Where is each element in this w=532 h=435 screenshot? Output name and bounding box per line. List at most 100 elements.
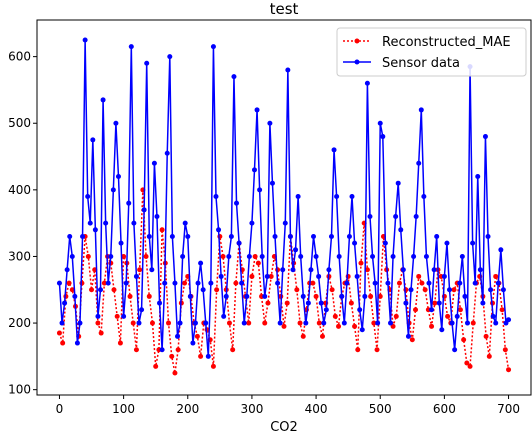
data-point	[431, 267, 437, 273]
data-point	[268, 273, 274, 279]
x-tick-label: 0	[56, 402, 64, 416]
data-point	[432, 300, 438, 306]
data-point	[457, 280, 463, 286]
data-point	[195, 280, 201, 286]
data-point	[136, 320, 142, 326]
data-point	[127, 293, 133, 299]
data-point	[149, 267, 155, 273]
data-point	[282, 220, 288, 226]
data-point	[358, 260, 364, 266]
data-point	[210, 44, 216, 50]
data-point	[226, 320, 232, 326]
data-point	[436, 300, 442, 306]
data-point	[480, 300, 486, 306]
data-point	[462, 293, 468, 299]
data-point	[316, 273, 322, 279]
data-point	[372, 280, 378, 286]
data-point	[123, 280, 129, 286]
data-point	[370, 253, 376, 259]
y-tick-label: 400	[8, 183, 31, 197]
data-point	[447, 287, 453, 293]
data-point	[198, 353, 204, 359]
data-point	[371, 320, 377, 326]
data-point	[457, 307, 463, 313]
data-point	[477, 267, 483, 273]
data-point	[498, 247, 504, 253]
data-point	[280, 267, 286, 273]
data-point	[69, 253, 75, 259]
data-point	[303, 320, 309, 326]
data-point	[483, 333, 489, 339]
data-point	[149, 320, 155, 326]
data-point	[285, 67, 291, 73]
data-point	[228, 233, 234, 239]
data-point	[287, 233, 293, 239]
data-point	[470, 240, 476, 246]
data-point	[133, 273, 139, 279]
data-point	[267, 120, 273, 126]
data-point	[461, 337, 467, 343]
data-point	[377, 120, 383, 126]
data-point	[411, 253, 417, 259]
data-point	[334, 194, 340, 200]
data-point	[98, 330, 104, 336]
data-point	[272, 233, 278, 239]
data-point	[416, 273, 422, 279]
x-tick-label: 700	[497, 402, 520, 416]
data-point	[486, 353, 492, 359]
data-point	[153, 363, 159, 369]
data-point	[413, 307, 419, 313]
data-point	[426, 280, 432, 286]
data-point	[151, 160, 157, 166]
data-point	[105, 280, 111, 286]
series-line	[58, 39, 510, 357]
data-point	[167, 54, 173, 60]
data-point	[313, 293, 319, 299]
data-point	[357, 307, 363, 313]
data-point	[290, 267, 296, 273]
data-point	[213, 194, 219, 200]
data-point	[485, 233, 491, 239]
data-point	[305, 300, 311, 306]
data-point	[382, 240, 388, 246]
data-point	[162, 280, 168, 286]
y-tick-label: 100	[8, 383, 31, 397]
data-point	[133, 347, 139, 353]
data-point	[265, 300, 271, 306]
data-point	[295, 194, 301, 200]
data-point	[359, 327, 365, 333]
data-point	[262, 293, 268, 299]
data-point	[56, 330, 62, 336]
data-point	[495, 280, 501, 286]
data-point	[269, 180, 275, 186]
data-point	[419, 280, 425, 286]
y-tick-label: 600	[8, 50, 31, 64]
data-point	[187, 293, 193, 299]
data-point	[488, 287, 494, 293]
data-point	[464, 360, 470, 366]
data-point	[126, 200, 132, 206]
data-point	[226, 253, 232, 259]
data-point	[205, 353, 211, 359]
data-point	[434, 233, 440, 239]
data-point	[249, 220, 255, 226]
data-point	[293, 247, 299, 253]
data-point	[336, 253, 342, 259]
data-point	[169, 353, 175, 359]
data-point	[385, 280, 391, 286]
data-point	[82, 37, 88, 43]
legend-marker-reconstructed	[354, 38, 360, 44]
data-point	[141, 207, 147, 213]
data-point	[439, 327, 445, 333]
data-point	[418, 107, 424, 113]
x-tick-label: 300	[240, 402, 263, 416]
data-point	[139, 307, 145, 313]
data-point	[323, 307, 329, 313]
data-point	[493, 320, 499, 326]
data-point	[200, 287, 206, 293]
data-point	[246, 320, 252, 326]
data-point	[362, 293, 368, 299]
data-point	[403, 300, 409, 306]
data-point	[354, 273, 360, 279]
